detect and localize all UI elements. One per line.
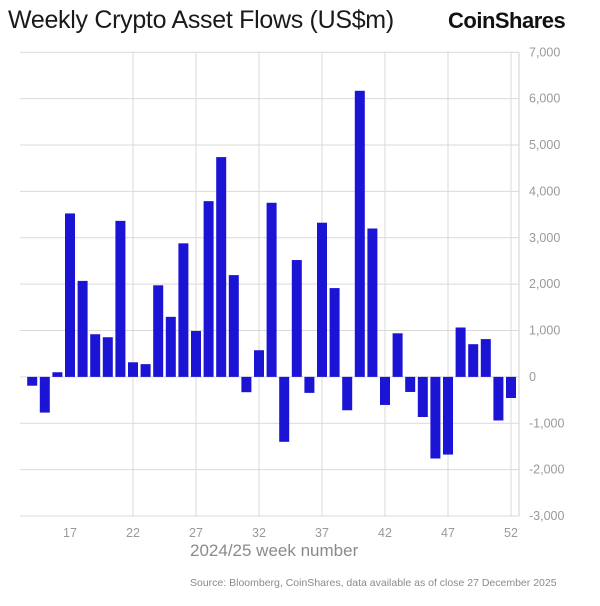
y-tick-label: 0 xyxy=(529,370,536,384)
bar-week-29 xyxy=(216,157,227,377)
bar-week-15 xyxy=(39,376,50,413)
bar-week-38 xyxy=(329,288,340,377)
bar-week-46 xyxy=(430,376,441,459)
bar-week-52 xyxy=(506,376,516,398)
y-tick-label: 1,000 xyxy=(529,324,560,338)
bar-week-47 xyxy=(443,376,453,455)
bar-week-19 xyxy=(90,334,101,377)
y-tick-label: -2,000 xyxy=(529,463,564,477)
x-axis-label: 2024/25 week number xyxy=(190,541,359,560)
bar-week-33 xyxy=(266,202,277,377)
bar-week-39 xyxy=(342,376,353,411)
bar-week-17 xyxy=(65,213,75,377)
bar-week-50 xyxy=(480,339,491,377)
bar-week-36 xyxy=(304,376,315,393)
bar-week-40 xyxy=(354,90,365,377)
y-tick-label: -3,000 xyxy=(529,509,564,523)
x-tick-label: 27 xyxy=(189,526,203,540)
x-tick-label: 52 xyxy=(504,526,518,540)
bar-week-23 xyxy=(140,364,151,377)
bar-week-24 xyxy=(153,285,164,377)
bar-week-51 xyxy=(493,376,504,421)
x-tick-label: 42 xyxy=(378,526,392,540)
coinshares-logo: CoinShares xyxy=(448,8,566,33)
x-tick-label: 22 xyxy=(126,526,140,540)
bar-week-25 xyxy=(165,316,176,377)
x-tick-label: 37 xyxy=(315,526,329,540)
source-note: Source: Bloomberg, CoinShares, data avai… xyxy=(190,577,557,589)
bar-week-21 xyxy=(115,220,126,377)
bar-week-45 xyxy=(417,376,428,418)
x-tick-label: 47 xyxy=(441,526,455,540)
bar-week-14 xyxy=(27,376,38,386)
y-tick-label: -1,000 xyxy=(529,416,564,430)
y-tick-label: 2,000 xyxy=(529,277,560,291)
bar-week-22 xyxy=(128,362,138,377)
bar-week-27 xyxy=(191,330,201,377)
bar-week-32 xyxy=(254,350,264,377)
bar-week-31 xyxy=(241,376,252,393)
bar-week-37 xyxy=(317,222,327,377)
x-tick-label: 17 xyxy=(63,526,77,540)
x-tick-label: 32 xyxy=(252,526,266,540)
bar-week-20 xyxy=(102,337,113,377)
bar-week-26 xyxy=(178,243,189,377)
y-tick-label: 6,000 xyxy=(529,92,560,106)
bar-week-49 xyxy=(468,344,479,377)
chart-title: Weekly Crypto Asset Flows (US$m) xyxy=(8,6,394,34)
bar-week-44 xyxy=(405,376,416,392)
y-tick-label: 4,000 xyxy=(529,184,560,198)
bar-week-43 xyxy=(392,333,403,377)
bar-week-28 xyxy=(203,201,214,377)
bar-week-30 xyxy=(228,275,239,377)
bar-week-34 xyxy=(279,376,290,442)
bar-week-16 xyxy=(52,372,63,377)
y-tick-label: 7,000 xyxy=(529,45,560,59)
bar-week-41 xyxy=(367,228,378,377)
y-tick-label: 3,000 xyxy=(529,231,560,245)
bar-week-42 xyxy=(380,376,390,405)
bar-week-48 xyxy=(455,327,466,377)
bar-week-18 xyxy=(77,280,88,377)
bar-week-35 xyxy=(291,260,302,377)
y-tick-label: 5,000 xyxy=(529,138,560,152)
